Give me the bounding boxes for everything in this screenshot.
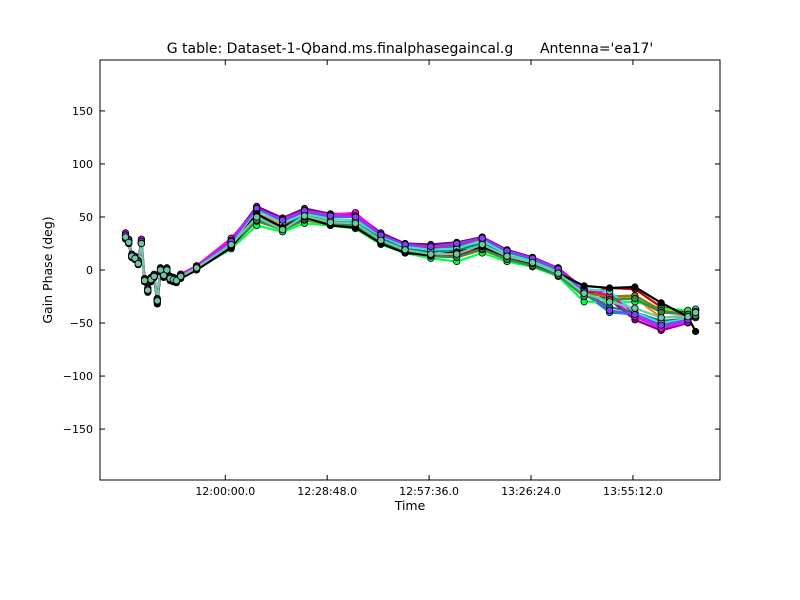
data-point [503, 252, 511, 260]
data-point [227, 240, 235, 249]
data-point [131, 254, 139, 262]
data-point [631, 294, 639, 303]
data-point [684, 313, 692, 321]
data-point [478, 240, 486, 249]
data-point [177, 272, 185, 280]
data-point [193, 264, 201, 272]
data-point [631, 304, 639, 312]
data-point [401, 246, 409, 254]
data-point [631, 283, 639, 291]
x-tick-label: 12:00:00.0 [195, 485, 255, 498]
data-point [278, 226, 287, 234]
data-point [326, 212, 334, 220]
data-point [300, 212, 309, 220]
data-point [153, 297, 161, 305]
data-point [605, 306, 614, 314]
y-tick-label: −50 [70, 317, 93, 330]
chart-title: G table: Dataset-1-Qband.ms.finalphasega… [167, 41, 654, 57]
data-point [326, 218, 334, 226]
x-tick-label: 13:26:24.0 [501, 485, 561, 498]
data-point [137, 239, 145, 248]
y-tick-label: 150 [72, 105, 93, 118]
data-point [278, 216, 287, 224]
data-point [691, 308, 700, 316]
y-axis-label: Gain Phase (deg) [40, 216, 55, 323]
data-point [605, 284, 614, 292]
data-point [631, 310, 639, 319]
y-axis-ticks: 150 100 50 0 −50 −100 −150 [63, 105, 720, 436]
x-axis-ticks: 12:00:00.0 12:28:48.0 12:57:36.0 13:26:24.0… [195, 60, 663, 498]
data-point [377, 236, 385, 244]
data-point [172, 276, 180, 285]
data-point [141, 276, 149, 285]
data-point [351, 219, 359, 227]
data-point [657, 321, 665, 329]
data-point [427, 250, 435, 258]
x-axis-label: Time [394, 498, 426, 513]
y-tick-label: −150 [63, 423, 93, 436]
data-point [554, 269, 562, 277]
data-point [160, 271, 168, 279]
x-tick-label: 12:57:36.0 [399, 485, 459, 498]
y-tick-label: 50 [79, 211, 93, 224]
data-point [657, 299, 665, 307]
y-tick-label: 100 [72, 158, 93, 171]
data-point [580, 289, 588, 297]
y-tick-label: 0 [86, 264, 93, 277]
data-point [453, 250, 461, 258]
data-point [528, 258, 537, 267]
y-tick-label: −100 [63, 370, 93, 383]
data-point [657, 314, 665, 322]
data-point [150, 272, 158, 280]
data-point [121, 233, 130, 241]
data-point [605, 298, 614, 306]
data-point [351, 213, 359, 221]
data-point [253, 213, 261, 221]
plot-area: 12:00:00.0 12:28:48.0 12:57:36.0 13:26:24.0… [63, 59, 721, 498]
x-tick-label: 13:55:12.0 [603, 485, 663, 498]
data-point [453, 239, 461, 248]
x-tick-label: 12:28:48.0 [297, 485, 357, 498]
data-point [163, 266, 171, 274]
data-point [691, 327, 700, 336]
data-point [144, 286, 152, 294]
data-point [478, 234, 486, 242]
data-point [134, 259, 142, 268]
data-point [427, 243, 435, 251]
series-15-markers [121, 212, 700, 322]
series-layer [121, 202, 700, 336]
data-point [125, 238, 133, 246]
data-point [580, 282, 588, 290]
